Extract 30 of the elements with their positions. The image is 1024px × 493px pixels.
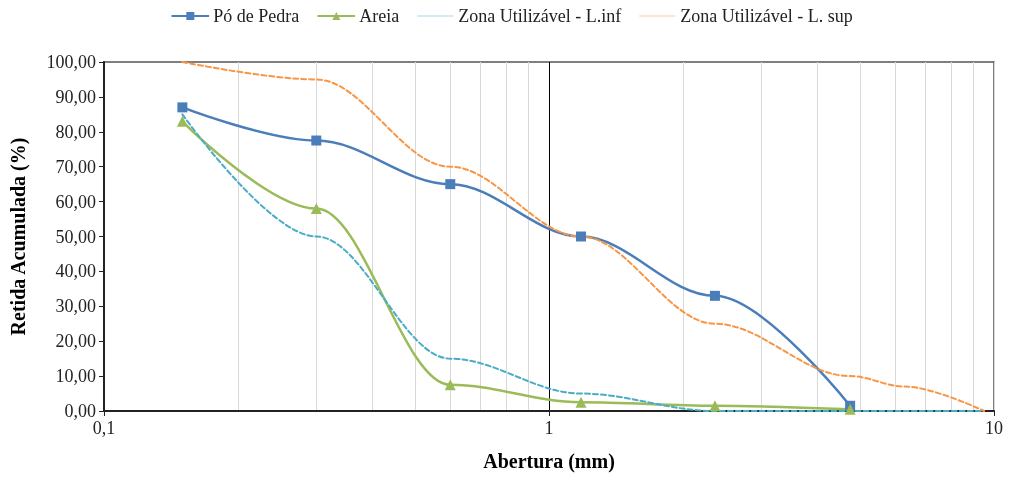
x-tick-label: 1 [544, 418, 554, 438]
point [444, 379, 456, 391]
y-tick-label: 90,00 [55, 86, 96, 107]
point [176, 115, 188, 127]
legend-label: Zona Utilizável - L.inf [458, 6, 622, 26]
y-tick-label: 60,00 [55, 191, 96, 212]
y-axis-title: Retida Acumulada (%) [7, 137, 30, 336]
x-axis-title: Abertura (mm) [483, 450, 615, 473]
y-tick-label: 30,00 [55, 296, 96, 317]
legend-label: Areia [359, 6, 400, 26]
point [709, 400, 721, 412]
point [311, 135, 322, 146]
y-tick-label: 70,00 [55, 156, 96, 177]
y-tick-label: 0,00 [64, 401, 96, 421]
point [445, 179, 456, 190]
point [709, 290, 720, 301]
legend-label: Pó de Pedra [213, 6, 300, 26]
x-tick-label: 10 [985, 418, 1003, 438]
y-tick-label: 50,00 [55, 226, 96, 247]
point [310, 203, 322, 215]
x-tick-label: 0,1 [92, 418, 116, 438]
y-tick-label: 40,00 [55, 261, 96, 282]
point [177, 102, 188, 113]
y-tick-label: 20,00 [55, 331, 96, 352]
y-tick-label: 100,00 [46, 52, 96, 72]
y-tick-label: 80,00 [55, 121, 96, 142]
y-tick-label: 10,00 [55, 366, 96, 387]
point [844, 403, 856, 415]
legend-label: Zona Utilizável - L. sup [680, 6, 853, 26]
point [575, 396, 587, 408]
